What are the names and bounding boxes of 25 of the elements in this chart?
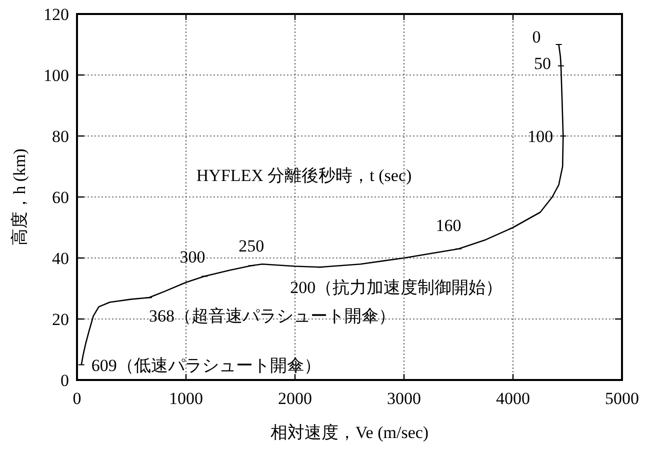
y-tick-label: 120 bbox=[44, 5, 69, 24]
annotation: 609（低速パラシュート開傘） bbox=[91, 356, 321, 375]
y-tick-label: 100 bbox=[44, 66, 69, 85]
annotation: 368（超音速パラシュート開傘） bbox=[148, 306, 396, 326]
x-tick-label: 3000 bbox=[387, 389, 421, 408]
x-axis-title: 相対速度，Ve (m/sec) bbox=[270, 423, 429, 442]
y-axis-title: 高度，h (km) bbox=[10, 148, 29, 246]
annotation: 50 bbox=[534, 54, 551, 73]
y-tick-label: 80 bbox=[52, 127, 69, 146]
x-tick-label: 1000 bbox=[169, 389, 203, 408]
x-tick-label: 2000 bbox=[278, 389, 312, 408]
annotation: 200（抗力加速度制御開始） bbox=[290, 278, 503, 298]
annotation: 160 bbox=[436, 216, 462, 235]
annotation: 0 bbox=[532, 28, 541, 46]
y-tick-label: 0 bbox=[60, 371, 69, 390]
annotation: 100 bbox=[528, 127, 554, 146]
y-tick-label: 40 bbox=[52, 249, 69, 268]
annotation: 250 bbox=[238, 236, 264, 256]
x-tick-label: 4000 bbox=[496, 389, 530, 408]
y-tick-label: 60 bbox=[52, 188, 69, 207]
annotation: HYFLEX 分離後秒時，t (sec) bbox=[196, 166, 412, 185]
y-tick-label: 20 bbox=[52, 310, 69, 329]
x-tick-label: 5000 bbox=[605, 389, 639, 408]
x-tick-label: 0 bbox=[72, 389, 82, 408]
annotation: 300 bbox=[180, 247, 206, 266]
